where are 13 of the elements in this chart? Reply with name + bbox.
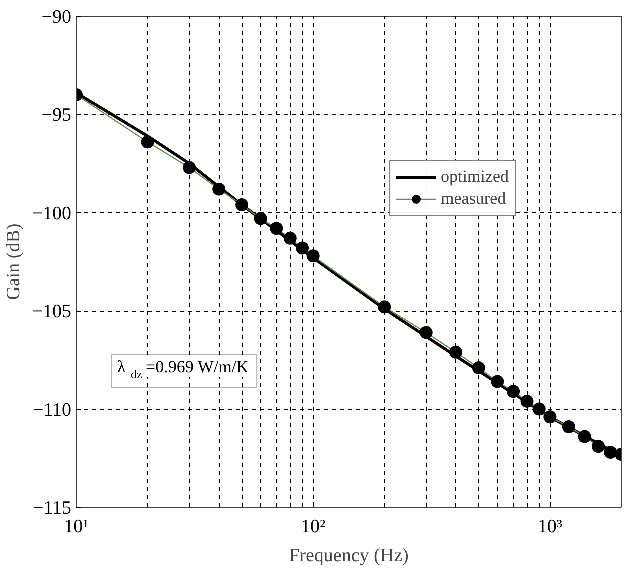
x-tick-label: 10² xyxy=(301,516,326,538)
x-tick-label: 10³ xyxy=(538,516,563,538)
y-tick-label: −115 xyxy=(32,498,72,519)
y-tick-label: −90 xyxy=(42,7,72,28)
legend-label: optimized xyxy=(441,167,509,187)
y-tick-label: −100 xyxy=(32,203,72,224)
x-axis-title: Frequency (Hz) xyxy=(289,546,409,566)
y-tick-label: −95 xyxy=(42,105,72,126)
x-tick-label: 10¹ xyxy=(64,516,90,538)
legend-label: measured xyxy=(441,189,506,209)
y-tick-label: −110 xyxy=(32,400,72,421)
y-axis-title: Gain (dB) xyxy=(3,224,24,300)
y-tick-label: −105 xyxy=(32,302,72,323)
